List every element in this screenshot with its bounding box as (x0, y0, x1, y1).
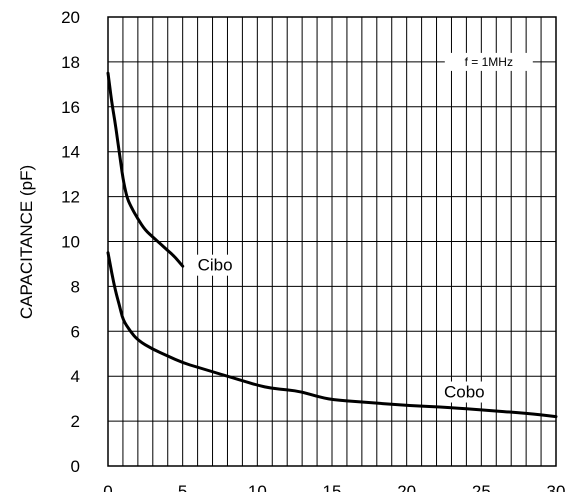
series-group (106, 71, 558, 419)
series-label-bg-cobo (440, 381, 486, 403)
series-label-bg-cibo (193, 254, 240, 276)
x-tick-label-15: 15 (323, 482, 342, 492)
y-tick-label-2: 2 (71, 412, 80, 431)
x-tick-label-10: 10 (248, 482, 267, 492)
x-tick-label-0: 0 (103, 482, 112, 492)
y-tick-label-6: 6 (71, 322, 80, 341)
series-labels: Cibo Cobo (193, 254, 486, 403)
y-tick-label-16: 16 (61, 98, 80, 117)
y-tick-label-0: 0 (71, 457, 80, 476)
annotation-group: f = 1MHz (444, 52, 533, 71)
y-tick-label-4: 4 (71, 367, 80, 386)
y-tick-labels: 0 2 4 6 8 10 12 14 16 18 20 (61, 8, 80, 476)
plot-frame (107, 16, 557, 467)
y-tick-label-8: 8 (71, 277, 80, 296)
annotation-background (444, 52, 533, 71)
y-tick-label-14: 14 (61, 143, 80, 162)
x-tick-label-30: 30 (547, 482, 566, 492)
y-tick-label-12: 12 (61, 188, 80, 207)
series-label-cibo: Cibo (198, 256, 233, 275)
y-tick-label-18: 18 (61, 53, 80, 72)
y-tick-label-20: 20 (61, 8, 80, 27)
series-line-cibo (106, 71, 185, 268)
x-tick-label-5: 5 (178, 482, 187, 492)
series-label-cobo: Cobo (444, 383, 485, 402)
x-tick-label-20: 20 (397, 482, 416, 492)
x-tick-label-25: 25 (472, 482, 491, 492)
y-tick-label-10: 10 (61, 233, 80, 252)
x-tick-labels: 0 5 10 15 20 25 30 (103, 482, 565, 492)
frequency-annotation: f = 1MHz (465, 55, 513, 69)
y-axis-label: CAPACITANCE (pF) (17, 165, 36, 319)
series-line-cobo (106, 251, 558, 419)
